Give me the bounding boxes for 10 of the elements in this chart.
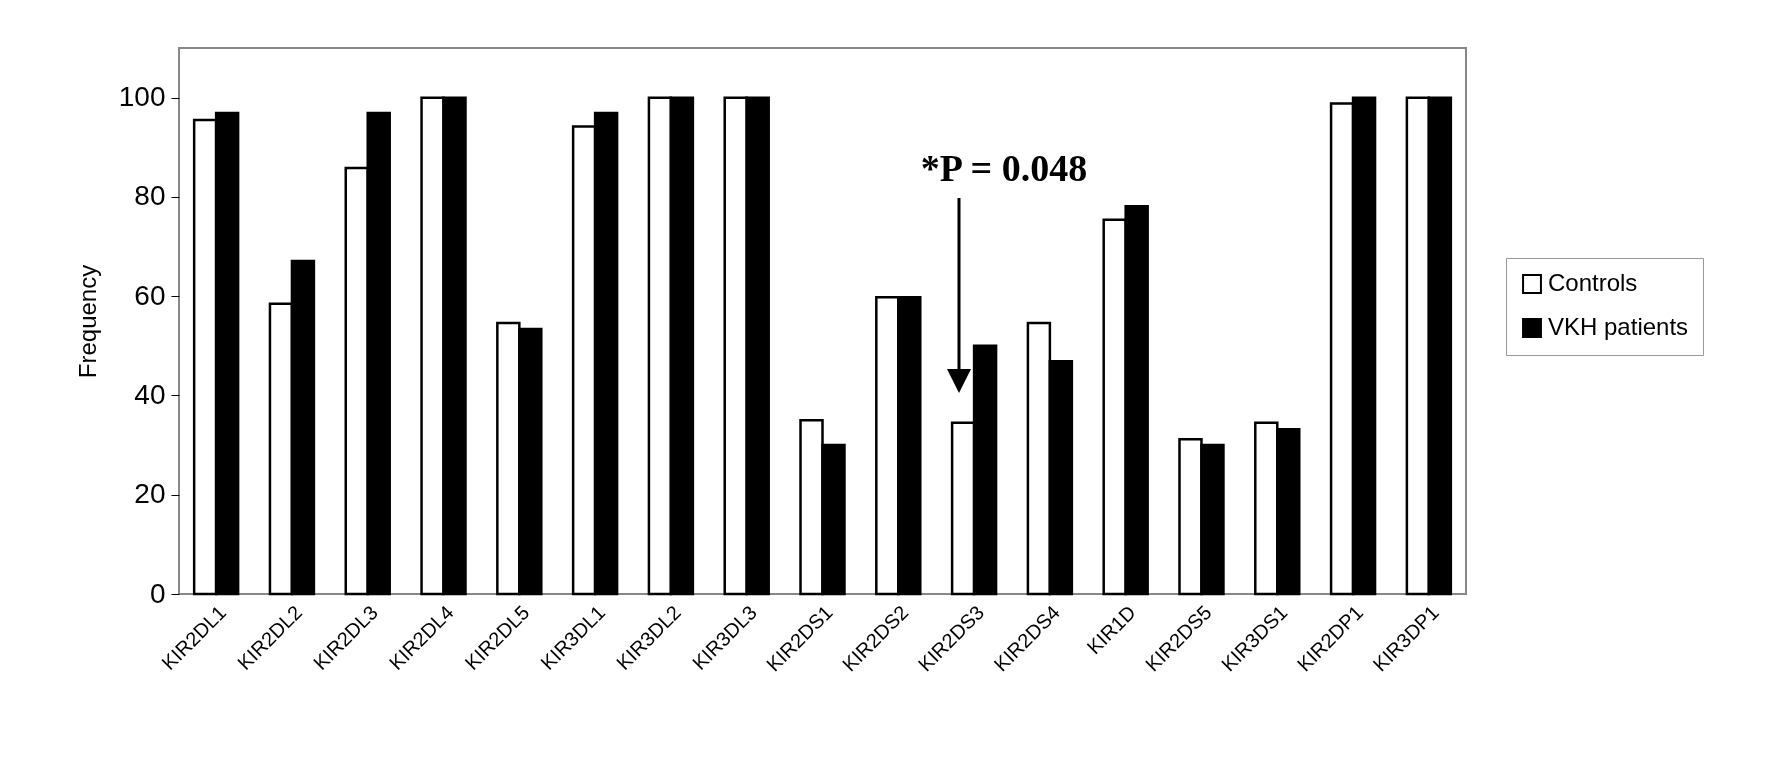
annotation: *P = 0.048 xyxy=(920,147,1088,189)
y-tick-label: 60 xyxy=(134,279,166,311)
y-axis-title: Frequency xyxy=(73,264,101,379)
y-tick-label: 80 xyxy=(134,180,166,212)
y-tick-label: 100 xyxy=(118,81,166,113)
legend-label: Controls xyxy=(1548,269,1638,296)
y-tick-label: 0 xyxy=(149,577,166,609)
legend-label: VKH patients xyxy=(1548,313,1689,340)
y-tick-label: 20 xyxy=(134,478,166,510)
y-tick-label: 40 xyxy=(134,378,166,410)
